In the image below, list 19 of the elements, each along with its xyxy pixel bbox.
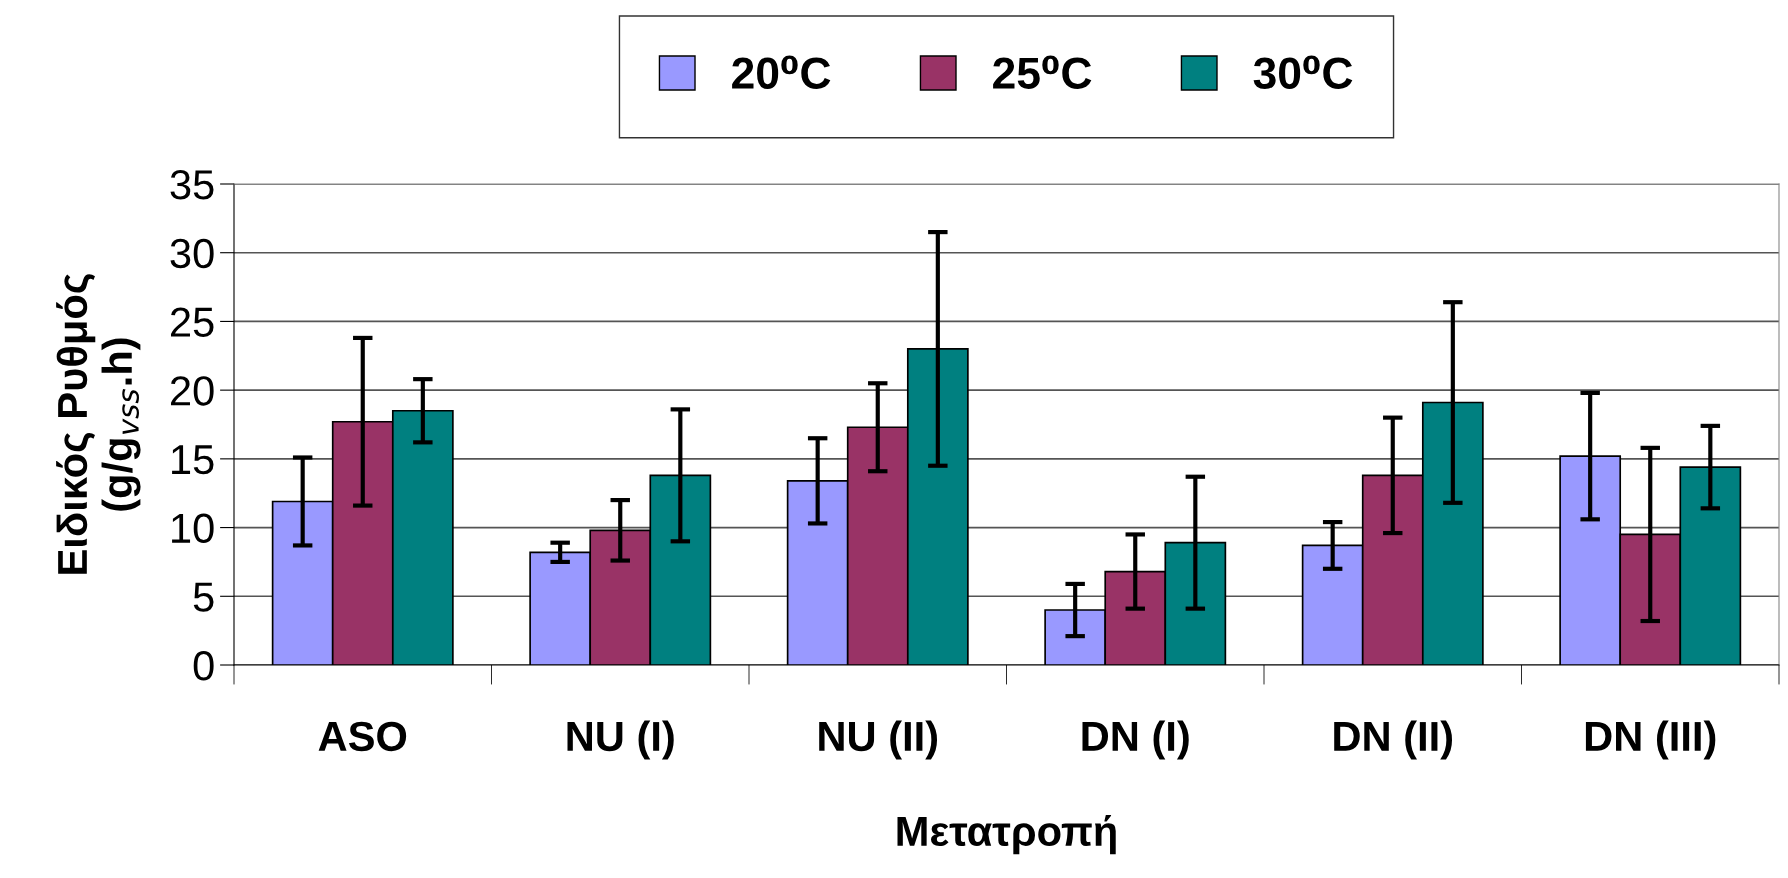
y-tick-label: 25 xyxy=(171,307,214,337)
x-tick-label: DN (I) xyxy=(1082,720,1189,760)
x-tick-label: DN (II) xyxy=(1334,720,1453,760)
x-tick-label: ASO xyxy=(318,721,407,752)
legend-label: 20⁰C xyxy=(732,55,831,89)
x-tick-label: NU (I) xyxy=(567,720,674,760)
y-tick-label: 5 xyxy=(193,582,214,612)
legend-label: 25⁰C xyxy=(993,55,1092,89)
y-tick-label: 35 xyxy=(170,170,214,200)
x-axis-title: Μετατροπή xyxy=(897,814,1116,855)
x-tick-label: NU (II) xyxy=(819,720,938,760)
y-tick-label: 10 xyxy=(172,513,214,544)
x-tick-label: DN (III) xyxy=(1585,720,1716,760)
y-tick-label: 15 xyxy=(172,445,214,475)
y-tick-label: 0 xyxy=(193,651,214,681)
legend-label: 30⁰C xyxy=(1253,55,1353,90)
y-tick-label: 30 xyxy=(170,238,214,269)
y-tick-label: 20 xyxy=(171,376,214,406)
y-axis-title: Ειδικός Ρυθμός (g/g$_{vss}$.h) xyxy=(56,274,141,574)
